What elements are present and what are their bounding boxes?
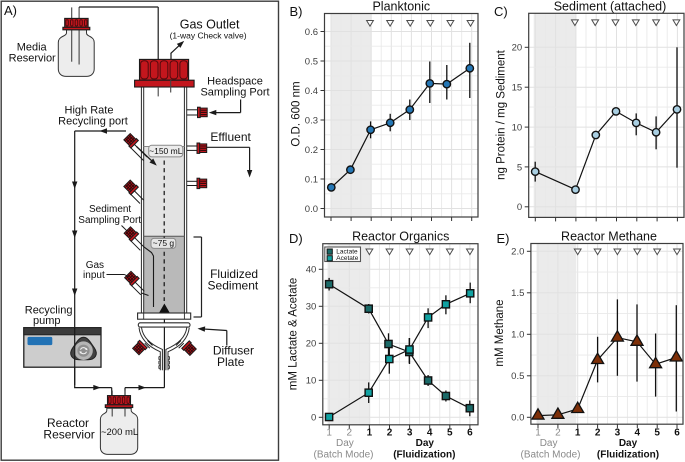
svg-text:15: 15 (512, 83, 523, 94)
svg-text:1.5: 1.5 (511, 288, 524, 299)
svg-text:5: 5 (654, 428, 660, 439)
svg-text:(Fluidization): (Fluidization) (393, 450, 455, 461)
svg-text:Media: Media (17, 42, 48, 54)
svg-text:4: 4 (427, 428, 433, 439)
svg-text:10: 10 (306, 376, 317, 387)
svg-text:0.6: 0.6 (305, 27, 318, 38)
svg-text:6: 6 (467, 428, 473, 439)
svg-text:0.1: 0.1 (305, 174, 318, 185)
svg-text:mM Methane: mM Methane (494, 299, 506, 366)
svg-text:High Rate: High Rate (65, 105, 114, 117)
svg-text:Planktonic: Planktonic (372, 0, 430, 14)
svg-text:Sediment: Sediment (89, 204, 131, 215)
svg-text:Reactor: Reactor (47, 416, 89, 430)
svg-text:mM Lactate & Acetate: mM Lactate & Acetate (288, 278, 300, 391)
svg-text:Recycling port: Recycling port (58, 116, 128, 128)
svg-text:40: 40 (306, 265, 317, 276)
svg-text:Effluent: Effluent (210, 130, 251, 144)
svg-text:2: 2 (555, 428, 561, 439)
svg-text:4: 4 (635, 428, 641, 439)
svg-text:(1-way Check valve): (1-way Check valve) (170, 31, 247, 41)
svg-text:pump: pump (33, 315, 61, 327)
svg-text:~75 g: ~75 g (153, 238, 175, 248)
svg-text:Reactor Organics: Reactor Organics (352, 230, 449, 244)
svg-text:2: 2 (347, 428, 353, 439)
svg-text:3: 3 (615, 428, 621, 439)
svg-text:D): D) (289, 231, 303, 246)
svg-text:(Fluidization): (Fluidization) (597, 450, 659, 461)
svg-text:Recycling: Recycling (25, 304, 73, 316)
svg-text:6: 6 (674, 428, 680, 439)
svg-text:0: 0 (311, 413, 316, 424)
svg-text:Sediment (attached): Sediment (attached) (554, 0, 667, 14)
svg-text:Acetate: Acetate (336, 255, 358, 262)
svg-text:Gas: Gas (86, 260, 104, 271)
svg-text:20: 20 (306, 339, 317, 350)
svg-text:Headspace: Headspace (207, 76, 263, 88)
svg-text:Lactate: Lactate (336, 249, 358, 256)
svg-text:10: 10 (512, 123, 523, 134)
svg-text:0: 0 (517, 202, 522, 213)
svg-text:0.0: 0.0 (511, 413, 524, 424)
svg-text:(Batch Mode): (Batch Mode) (520, 450, 580, 461)
svg-text:1: 1 (326, 428, 332, 439)
svg-text:(Batch Mode): (Batch Mode) (313, 450, 373, 461)
svg-text:2: 2 (387, 428, 393, 439)
svg-text:0.5: 0.5 (305, 56, 318, 67)
svg-text:20: 20 (512, 43, 523, 54)
svg-text:2.0: 2.0 (511, 247, 524, 258)
svg-text:Fluidized: Fluidized (210, 267, 258, 281)
svg-text:Day: Day (540, 438, 558, 449)
svg-text:Diffuser: Diffuser (213, 343, 254, 357)
svg-text:Day: Day (416, 438, 435, 449)
svg-text:B): B) (290, 4, 303, 19)
svg-text:Gas Outlet: Gas Outlet (180, 18, 240, 32)
svg-text:O.D. 600 nm: O.D. 600 nm (291, 81, 303, 146)
svg-text:3: 3 (407, 428, 413, 439)
svg-text:0.5: 0.5 (511, 371, 524, 382)
svg-text:Sampling Port: Sampling Port (78, 215, 141, 226)
svg-text:Sampling Port: Sampling Port (200, 87, 269, 99)
svg-text:1: 1 (367, 428, 373, 439)
svg-text:~200 mL: ~200 mL (101, 427, 138, 438)
svg-text:5: 5 (517, 162, 522, 173)
svg-text:5: 5 (447, 428, 453, 439)
svg-text:0.3: 0.3 (305, 115, 318, 126)
svg-text:Day: Day (336, 438, 354, 449)
svg-text:A): A) (4, 3, 17, 18)
svg-text:E): E) (497, 231, 510, 246)
svg-text:Reactor Methane: Reactor Methane (561, 230, 657, 244)
svg-text:C): C) (494, 4, 508, 19)
svg-text:Day: Day (619, 438, 638, 449)
svg-text:ng Protein / mg Sediment: ng Protein / mg Sediment (496, 49, 508, 180)
svg-text:0.2: 0.2 (305, 145, 318, 156)
svg-text:0.4: 0.4 (305, 86, 318, 97)
svg-text:Reservior: Reservior (43, 428, 94, 442)
svg-text:Sediment: Sediment (208, 279, 259, 293)
svg-text:Reservior: Reservior (9, 53, 56, 65)
svg-text:1.0: 1.0 (511, 330, 524, 341)
svg-text:Plate: Plate (217, 355, 245, 369)
svg-text:2: 2 (595, 428, 601, 439)
svg-text:input: input (83, 270, 105, 281)
svg-text:1: 1 (535, 428, 541, 439)
svg-text:1: 1 (575, 428, 581, 439)
svg-text:0.0: 0.0 (305, 204, 318, 215)
svg-text:~150 mL: ~150 mL (149, 146, 183, 156)
svg-text:30: 30 (306, 302, 317, 313)
